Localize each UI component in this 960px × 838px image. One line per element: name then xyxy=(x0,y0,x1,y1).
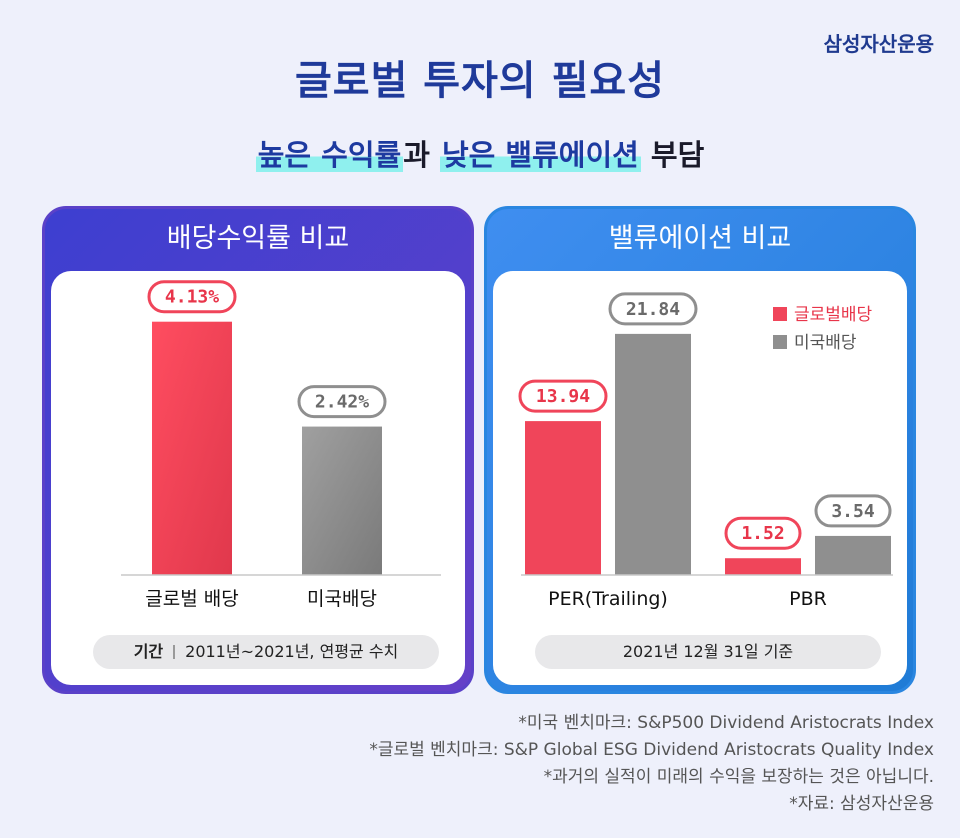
dividend-yield-panel-header: 배당수익률 비교 xyxy=(166,223,350,254)
value-label-global-pbr: 1.52 xyxy=(741,523,784,544)
value-label-us-per: 21.84 xyxy=(626,299,680,320)
period-pill: 기간 2011년~2021년, 연평균 수치 xyxy=(93,635,439,669)
value-label-us-pbr: 3.54 xyxy=(831,501,875,522)
legend-label-us: 미국배당 xyxy=(794,333,857,353)
period-separator xyxy=(173,645,176,659)
value-label-us-pbr-bubble xyxy=(814,494,892,528)
value-label-us-dividend-bubble xyxy=(297,385,387,419)
valuation-panel: 밸류에이션 비교 13.94 21.84 PER(Trailing) 1.52 3.54… xyxy=(484,206,916,694)
subtitle-highlight-1: 높은 수익률 xyxy=(255,138,404,172)
subtitle-text-1: 과 xyxy=(403,138,440,172)
bar-global-per xyxy=(525,421,601,575)
period-value: 2011년~2021년, 연평균 수치 xyxy=(185,642,399,661)
footnote-us-benchmark: *미국 벤치마크: S&P500 Dividend Aristocrats In… xyxy=(518,713,934,733)
value-label-global-dividend-bubble xyxy=(147,280,237,314)
dividend-yield-panel: 배당수익률 비교 4.13% 글로벌 배당 2.42% 미국배당 기간 2011년~20… xyxy=(42,206,474,694)
bar-us-per xyxy=(615,333,691,575)
bar-us-pbr xyxy=(815,535,891,575)
subtitle-text-2: 부담 xyxy=(640,138,705,172)
category-label-us: 미국배당 xyxy=(307,588,377,610)
page-title: 글로벌 투자의 필요성 xyxy=(294,58,666,104)
category-label-pbr: PBR xyxy=(789,588,827,610)
value-label-global-dividend: 4.13% xyxy=(165,287,219,308)
period-label: 기간 xyxy=(133,642,164,661)
value-label-global-pbr-bubble xyxy=(724,516,802,550)
legend-swatch-global xyxy=(773,307,787,321)
legend-label-global: 글로벌배당 xyxy=(794,305,873,325)
footnotes: *미국 벤치마크: S&P500 Dividend Aristocrats In… xyxy=(369,710,934,818)
valuation-chart: 13.94 21.84 PER(Trailing) 1.52 3.54 PBR xyxy=(518,292,893,610)
page-subtitle: 높은 수익률과 낮은 밸류에이션 부담 xyxy=(0,132,960,174)
subtitle-highlight-2: 낮은 밸류에이션 xyxy=(439,138,641,172)
bar-us-dividend xyxy=(302,426,382,575)
category-label-per: PER(Trailing) xyxy=(548,588,668,610)
legend-swatch-us xyxy=(773,335,787,349)
legend-item-global: 글로벌배당 xyxy=(773,301,872,329)
footnote-source: *자료: 삼성자산운용 xyxy=(789,794,934,814)
bar-global-pbr xyxy=(725,558,801,575)
valuation-panel-header: 밸류에이션 비교 xyxy=(608,223,792,254)
category-label-global: 글로벌 배당 xyxy=(145,588,238,610)
dividend-yield-panel-body: 4.13% 글로벌 배당 2.42% 미국배당 기간 2011년~2021년, 연평균 … xyxy=(51,271,465,685)
value-label-global-per-bubble xyxy=(518,379,608,413)
value-label-us-per-bubble xyxy=(608,292,698,326)
dividend-yield-chart: 4.13% 글로벌 배당 2.42% 미국배당 xyxy=(121,280,441,610)
footnote-global-benchmark: *글로벌 벤치마크: S&P Global ESG Dividend Arist… xyxy=(369,740,934,760)
chart-legend: 글로벌배당 미국배당 xyxy=(773,301,872,357)
brand-logo-text: 삼성자산운용 xyxy=(823,32,934,56)
legend-item-us: 미국배당 xyxy=(773,329,872,357)
value-label-global-per: 13.94 xyxy=(536,386,590,407)
bar-global-dividend xyxy=(152,321,232,575)
date-note-pill: 2021년 12월 31일 기준 xyxy=(535,635,881,669)
valuation-panel-body: 13.94 21.84 PER(Trailing) 1.52 3.54 PBR 글로벌배당… xyxy=(493,271,907,685)
value-label-us-dividend: 2.42% xyxy=(315,392,369,413)
footnote-disclaimer: *과거의 실적이 미래의 수익을 보장하는 것은 아닙니다. xyxy=(543,767,934,787)
